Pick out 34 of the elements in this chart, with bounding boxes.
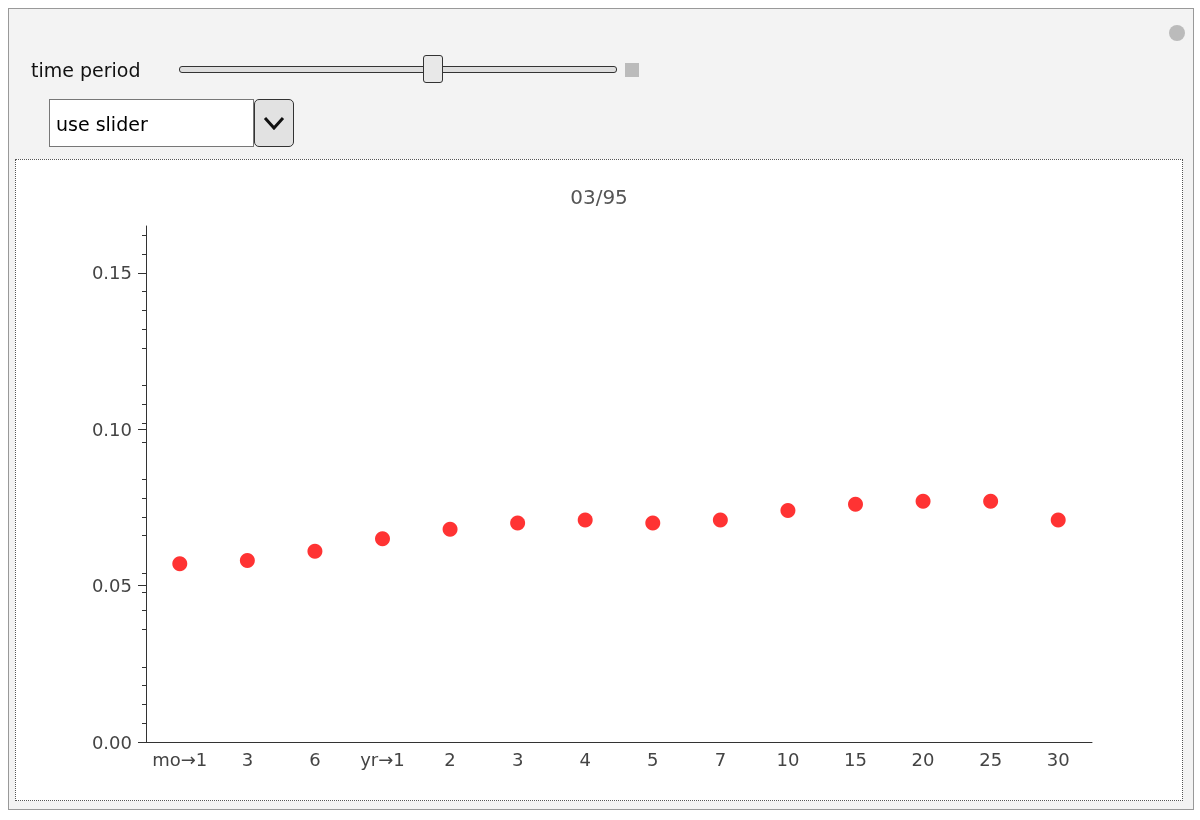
point xyxy=(848,496,863,512)
point xyxy=(307,543,323,559)
x-tick-label: 10 xyxy=(776,748,800,770)
y-tick-label: 0.00 xyxy=(91,731,132,753)
y-tick-label: 0.15 xyxy=(91,262,132,284)
point xyxy=(375,531,390,547)
point xyxy=(915,493,931,509)
x-tick-label: 20 xyxy=(911,748,935,770)
x-tick-label: 25 xyxy=(979,748,1003,770)
y-tick-label: 0.05 xyxy=(91,575,132,597)
point xyxy=(983,493,999,509)
point xyxy=(510,515,526,531)
point xyxy=(1050,512,1066,528)
x-tick-label: mo→1 xyxy=(152,748,208,770)
text: time period xyxy=(31,59,141,81)
x-tick-label: 3 xyxy=(241,748,254,770)
point xyxy=(172,556,188,572)
x-tick-label: 2 xyxy=(444,748,456,770)
y-tick-label: 0.10 xyxy=(91,418,132,440)
point xyxy=(780,503,796,519)
x-tick-label: 7 xyxy=(714,748,727,770)
point xyxy=(645,515,661,531)
point xyxy=(239,553,255,569)
chart-title: 03/95 xyxy=(570,185,628,209)
x-tick-label: 15 xyxy=(844,748,867,770)
x-tick-label: 6 xyxy=(309,748,321,770)
point xyxy=(712,512,728,528)
x-tick-label: 3 xyxy=(511,748,524,770)
x-tick-label: yr→1 xyxy=(360,748,405,770)
x-tick-label: 5 xyxy=(647,748,659,770)
x-tick-label: 30 xyxy=(1046,748,1070,770)
point xyxy=(577,512,593,528)
point xyxy=(442,521,458,537)
x-tick-label: 4 xyxy=(579,748,591,770)
